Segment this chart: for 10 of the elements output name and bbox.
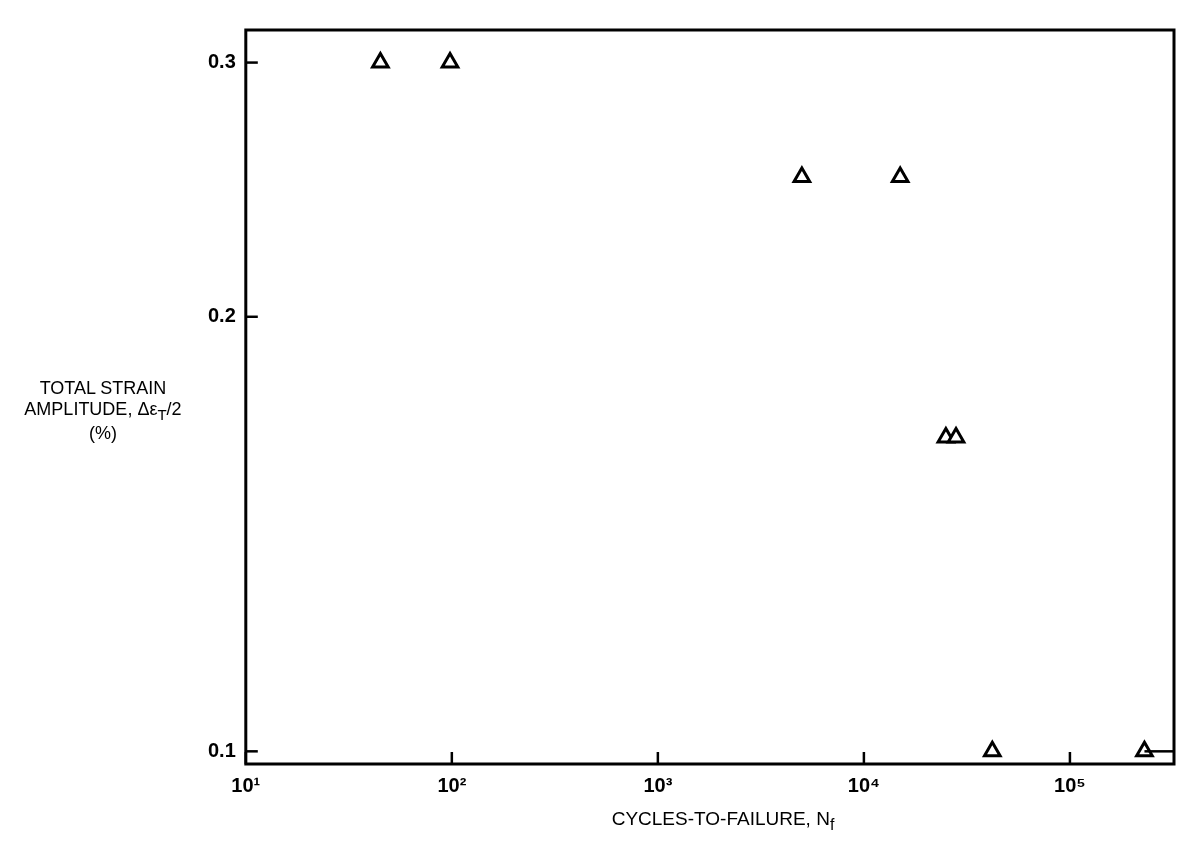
x-tick-label: 10⁵ [1054,773,1086,796]
x-tick-label: 10¹ [231,773,261,796]
x-axis-title: CYCLES-TO-FAILURE, N$_{f}$ [610,808,836,834]
y-tick-label: 0.3 [207,50,236,73]
y-tick-label: 0.2 [207,304,236,327]
text: TOTAL STRAIN AMPLITUDE, Δε$_{T}$/2 (%) [24,378,182,443]
y-tick-label: 0.1 [207,738,236,761]
x-tick-label: 10⁴ [847,773,880,796]
x-tick-label: 10³ [643,773,673,796]
x-tick-label: 10² [437,773,467,796]
